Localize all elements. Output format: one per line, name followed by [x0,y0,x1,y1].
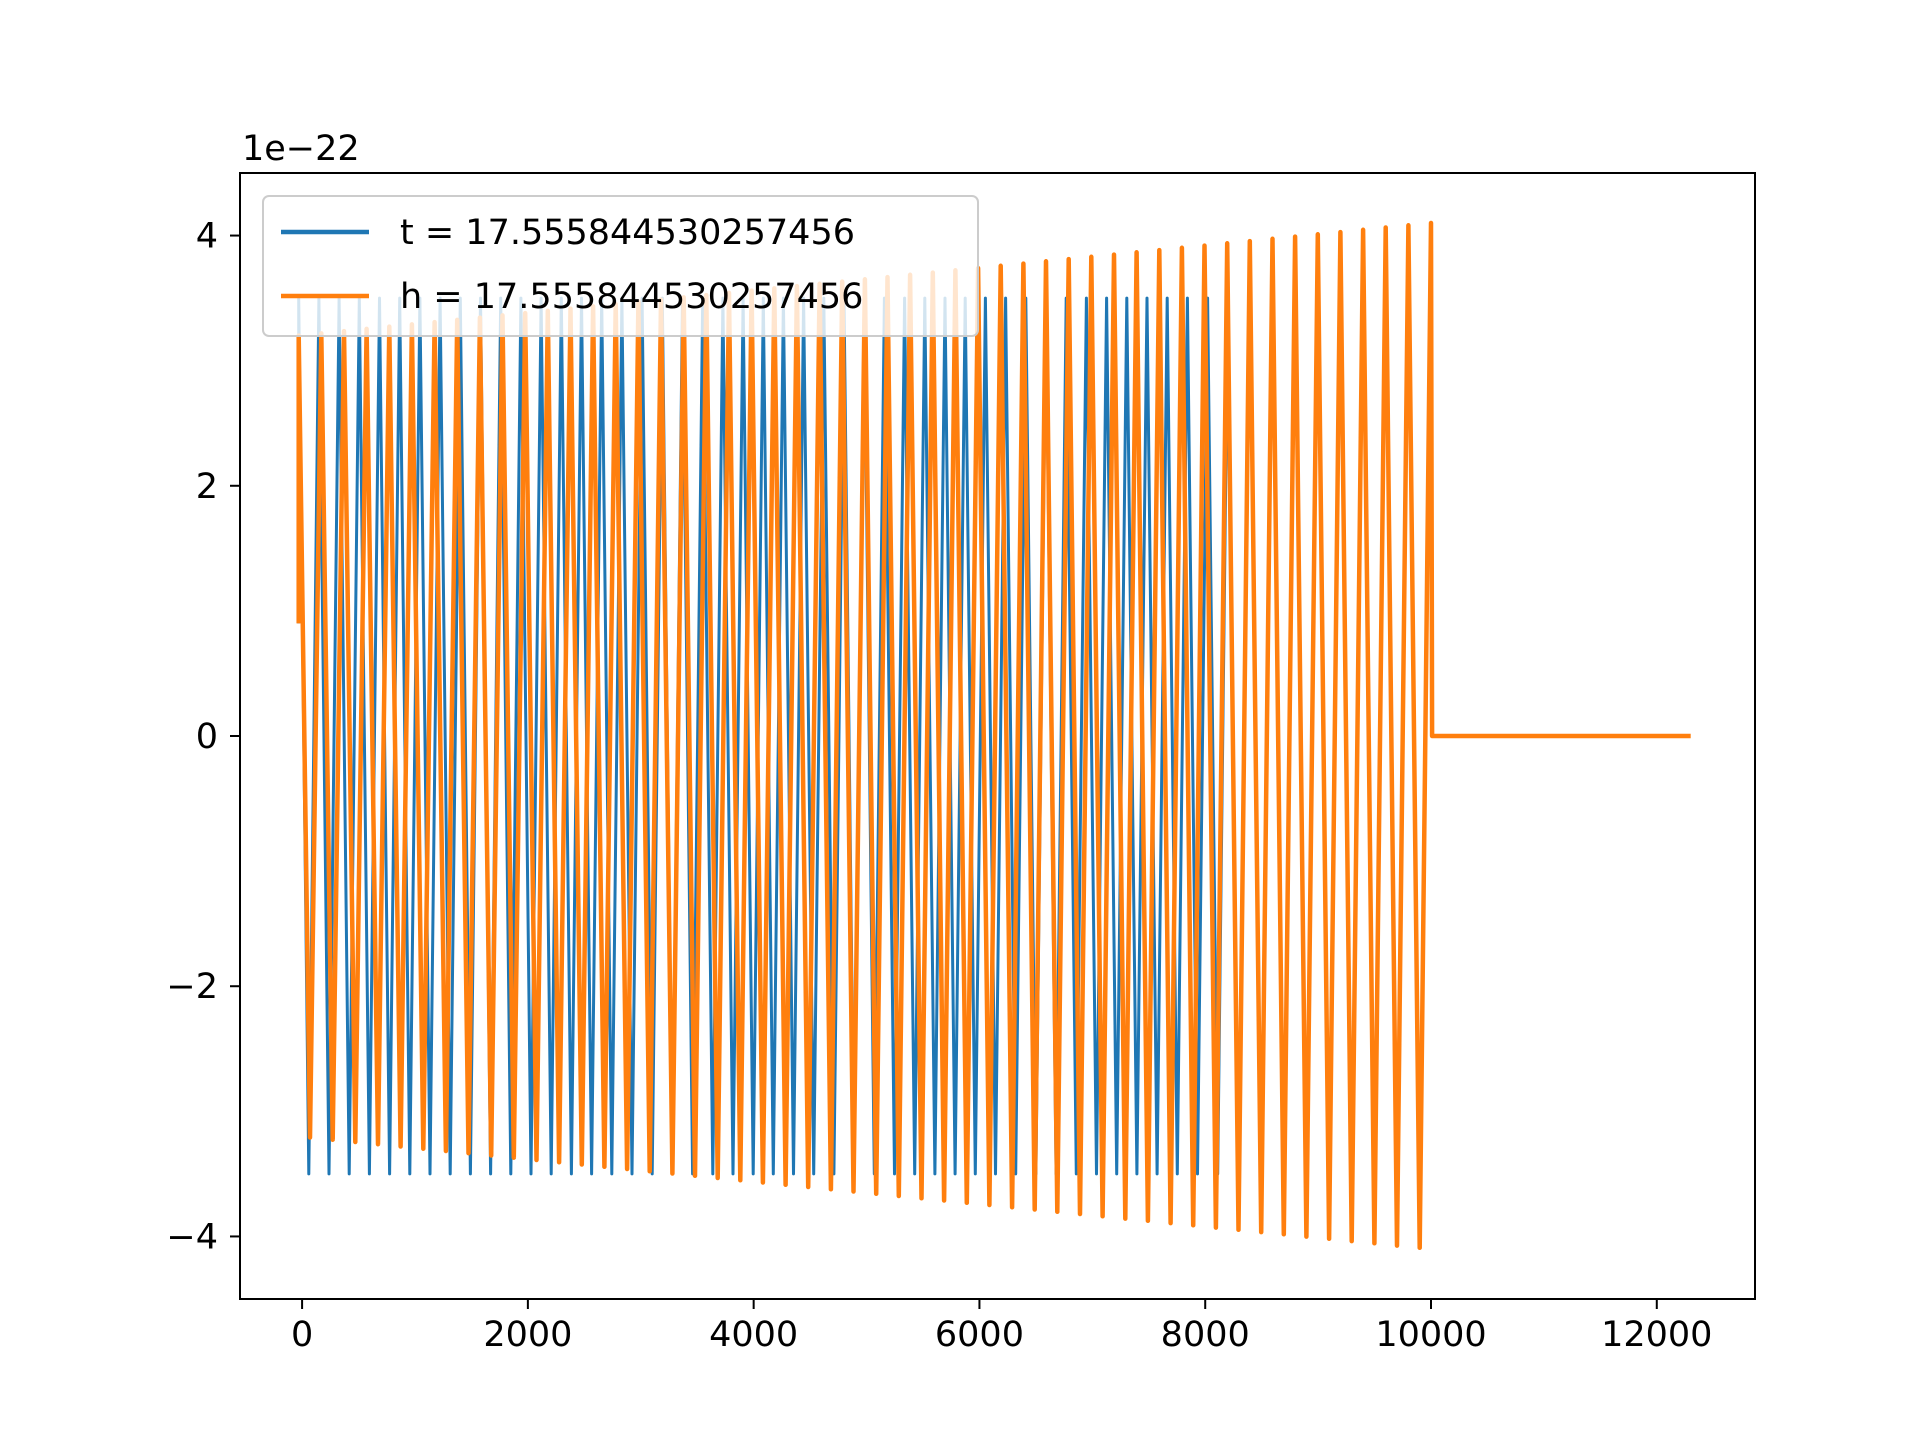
x-tick-label: 6000 [935,1315,1024,1355]
legend-label-0: t = 17.555844530257456 [400,213,855,253]
y-tick-label: −2 [166,967,218,1007]
series-line-1 [296,220,1691,1251]
x-tick-label: 8000 [1161,1315,1250,1355]
x-tick-label: 4000 [709,1315,798,1355]
y-tick-label: 0 [196,717,218,757]
y-tick-label: −4 [166,1217,218,1257]
y-offset-label: 1e−22 [242,129,360,169]
x-axis: 0 2000 4000 6000 8000 10000 12000 [291,1299,1712,1355]
x-tick-label: 2000 [483,1315,572,1355]
y-tick-label: 4 [196,217,218,257]
y-tick-label: 2 [196,467,218,507]
x-tick-label: 10000 [1375,1315,1486,1355]
x-tick-label: 12000 [1601,1315,1712,1355]
legend-box [262,195,979,337]
y-axis: −4 −2 0 2 4 [166,217,240,1257]
legend-label-1: h = 17.555844530257456 [400,277,863,317]
x-tick-label: 0 [291,1315,313,1355]
legend: t = 17.555844530257456 h = 17.55584453025… [262,195,979,337]
series-layer [296,220,1691,1251]
